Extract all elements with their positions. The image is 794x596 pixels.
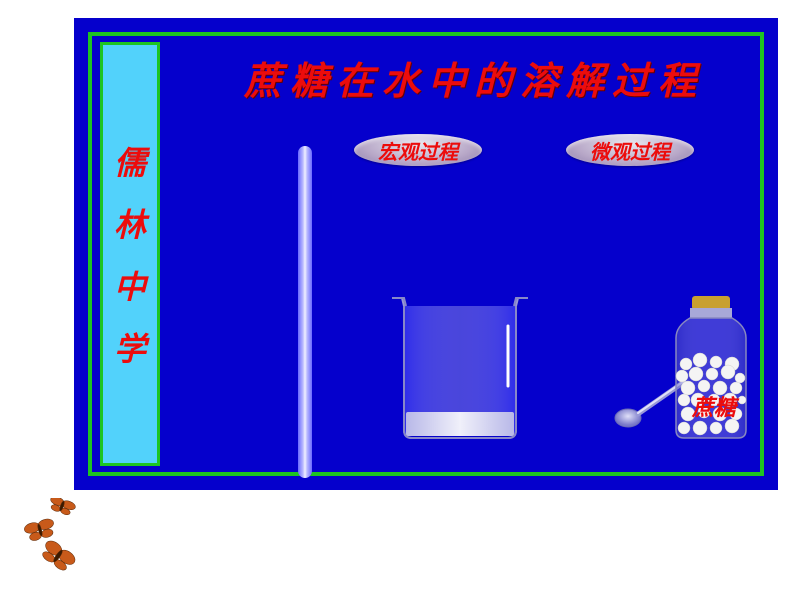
sidebar-char: 儒: [114, 138, 146, 184]
main-panel: 儒 林 中 学 蔗糖在水中的溶解过程 宏观过程 微观过程: [74, 18, 778, 490]
button-label: 宏观过程: [378, 136, 458, 165]
page-title: 蔗糖在水中的溶解过程: [204, 50, 744, 105]
jar-label: 蔗糖: [682, 390, 746, 422]
butterfly-decoration-icon: [20, 498, 110, 588]
beaker-icon: [390, 296, 530, 440]
school-name-sidebar: 儒 林 中 学: [100, 42, 160, 466]
macro-process-button[interactable]: 宏观过程: [354, 134, 482, 166]
button-label: 微观过程: [590, 136, 670, 165]
sidebar-char: 林: [114, 200, 146, 246]
sidebar-char: 中: [114, 262, 146, 308]
sidebar-char: 学: [114, 324, 146, 370]
micro-process-button[interactable]: 微观过程: [566, 134, 694, 166]
stirring-rod-icon: [298, 146, 312, 478]
